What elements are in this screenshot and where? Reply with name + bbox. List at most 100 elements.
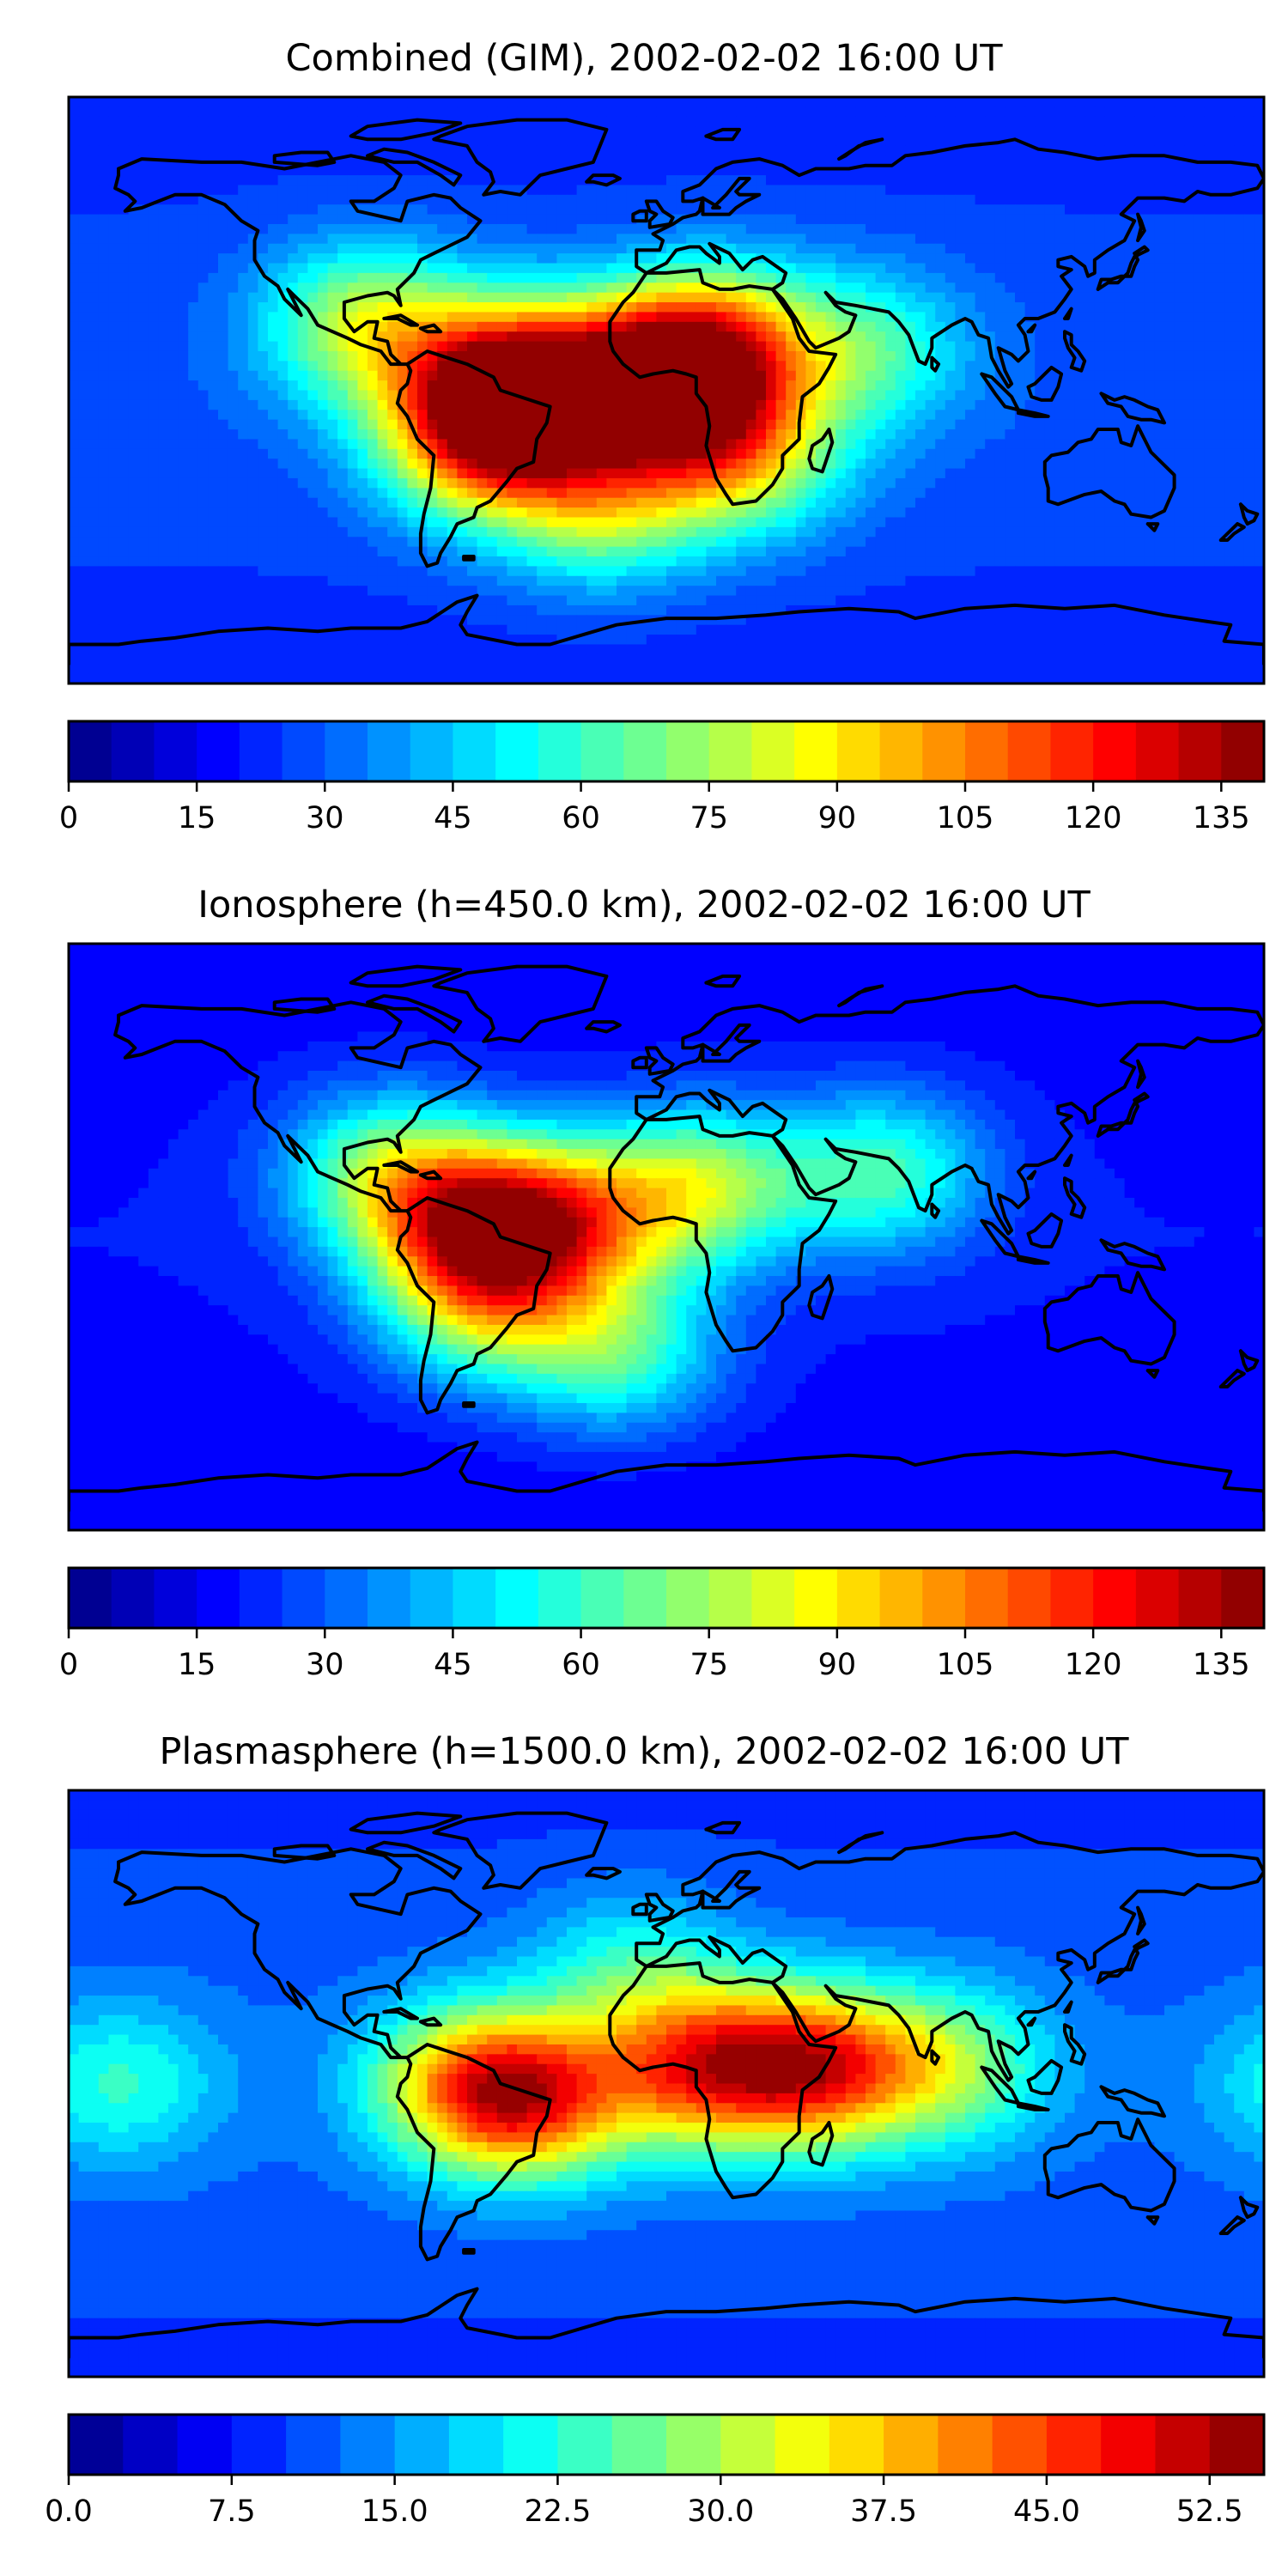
coastline-java [1016,1255,1050,1265]
colorbar-segment [197,721,240,781]
coastline-hainan [1026,323,1037,334]
colorbar-tick-label: 75 [690,801,728,835]
coastline-iceland [585,1020,622,1034]
coastline-ellesmere [349,964,463,988]
colorbar-segment [580,1568,624,1628]
coastline-australia [1042,1271,1176,1366]
coastline-uk [644,199,675,229]
coastline-philippines [1063,2023,1087,2066]
coastline-greenland [432,1811,609,1890]
colorbar-segment [368,1568,411,1628]
colorbar-segment [922,721,966,781]
panel-title: Ionosphere (h=450.0 km), 2002-02-02 16:0… [197,884,1091,927]
colorbar-segment [231,2415,287,2475]
colorbar-tick-label: 90 [818,801,857,835]
coastline-sri-lanka [930,355,941,373]
coastline-sakhalin [1136,1905,1146,1935]
colorbar-segment [623,1568,667,1628]
colorbar-frame [67,1566,1266,1630]
coastline-victoria-island [272,1844,337,1861]
colorbar-segment [69,721,112,781]
coastline-africa [608,268,838,507]
coastline-north-america [113,154,483,367]
colorbar-tick-label: 30 [306,801,344,835]
colorbar-tick-label: 60 [562,801,600,835]
map-frame [67,95,1266,685]
colorbar-segment [538,1568,582,1628]
colorbar-segment [111,1568,155,1628]
colorbar-segment [448,2415,504,2475]
colorbar-tick-label: 0 [59,1648,78,1682]
colorbar-tick-label: 15 [178,1648,216,1682]
colorbar-segment [282,1568,325,1628]
coastline-borneo [1026,2058,1064,2095]
colorbar-segment [992,2415,1048,2475]
coastline-baffin [366,1840,463,1880]
coastline-java [1016,408,1050,418]
coastline-scandinavian-gulf [701,1869,762,1910]
coastline-south-america [395,1196,552,1415]
coastline-svalbard [704,1820,742,1835]
colorbar-combined: 0 15 30 45 60 75 90 105 120 135 [59,720,1266,835]
coastline-ireland [631,1902,648,1917]
coastline-north-america [113,1847,483,2060]
colorbar-segment [1178,1568,1222,1628]
colorbar-segment [751,721,795,781]
coastline-europe-asia [635,137,1264,389]
colorbar-segment [775,2415,830,2475]
colorbar-segment [938,2415,993,2475]
coastline-tasmania [1145,2215,1160,2226]
coastline-australia [1042,424,1176,519]
coastline-cuba [382,313,419,327]
colorbar-tick-label: 22.5 [524,2494,591,2529]
coastline-ireland [631,1055,648,1070]
coastline-new-zealand-south [1218,2215,1246,2235]
colorbar-segment [69,2415,124,2475]
colorbar-segment [503,2415,558,2475]
colorbar-segment [580,721,624,781]
colorbar-segment [1050,721,1094,781]
coastline-north-america [113,1000,483,1213]
colorbar-segment [286,2415,341,2475]
coastline-sakhalin [1136,1059,1146,1089]
coastline-antarctica [69,593,1264,666]
coastline-hainan [1026,2016,1037,2027]
coastline-europe-asia [635,1831,1264,2082]
coastline-borneo [1026,1212,1064,1249]
colorbar-segment [836,721,881,781]
map-field [69,944,1264,1530]
colorbar-segment [495,1568,539,1628]
colorbar-segment [154,721,197,781]
map-combined [67,95,1266,685]
colorbar-tick-label: 15.0 [361,2494,428,2529]
colorbar-tick-label: 7.5 [208,2494,256,2529]
colorbar-segment [708,721,752,781]
colorbar-segment [1178,721,1222,781]
colorbar-tick-label: 30.0 [687,2494,754,2529]
coastline-greenland [432,118,609,197]
coastline-new-guinea [1099,2085,1166,2118]
colorbar-segment [1050,1568,1094,1628]
coastlines [69,118,1264,666]
coastline-sakhalin [1136,212,1146,242]
colorbar-segment [1101,2415,1156,2475]
colorbar-segment [325,721,368,781]
coastline-novaya-zemlya [837,137,884,161]
coastline-uk [644,1046,675,1076]
colorbar-frame [67,2413,1266,2476]
colorbar-tick-label: 45 [434,801,472,835]
colorbar-segment [1007,1568,1051,1628]
coastline-taiwan [1063,2000,1073,2014]
colorbar-segment [794,721,838,781]
colorbar-ionosphere: 0 15 30 45 60 75 90 105 120 135 [59,1566,1266,1682]
coastline-madagascar [807,2121,835,2167]
coastline-java [1016,2101,1050,2111]
colorbar-tick-label: 75 [690,1648,728,1682]
colorbar-segment [340,2415,396,2475]
colorbar-segment [177,2415,233,2475]
coastline-taiwan [1063,1153,1073,1167]
colorbar-tick-label: 135 [1193,801,1250,835]
map-field [69,97,1264,683]
colorbar-segment [410,1568,453,1628]
